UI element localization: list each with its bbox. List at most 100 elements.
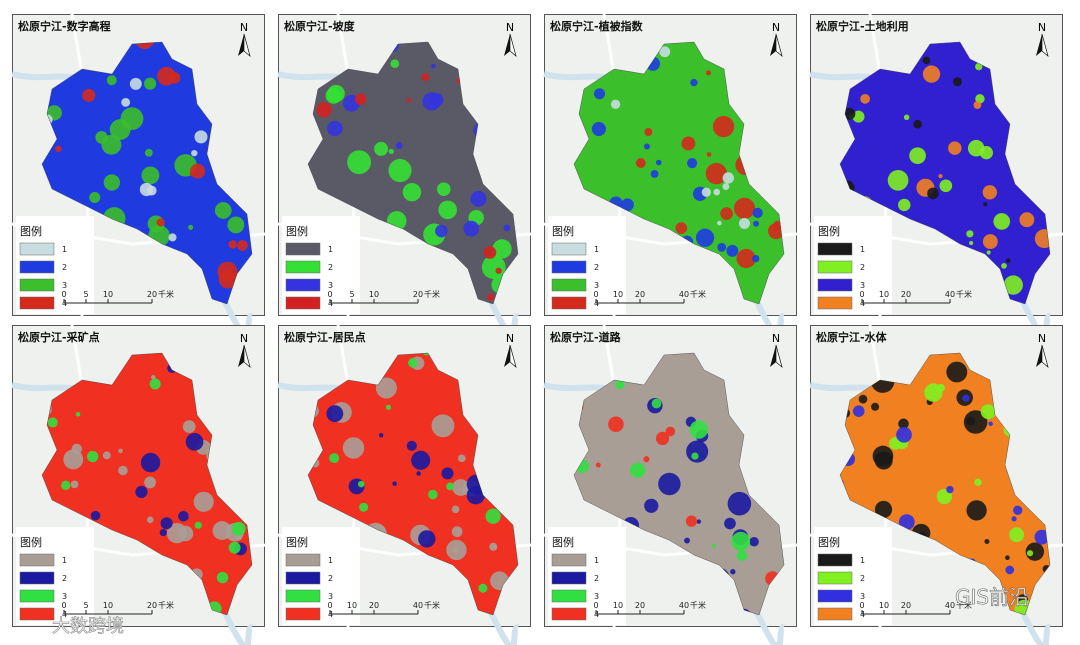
region-patch	[966, 500, 987, 521]
scale-label: 20	[635, 290, 645, 299]
region-patch	[492, 545, 497, 550]
region-patch	[385, 404, 392, 410]
region-patch	[655, 159, 662, 166]
region-patch	[146, 185, 157, 196]
legend-swatch	[551, 260, 587, 274]
legend-title: 图例	[286, 535, 308, 549]
region-patch	[193, 491, 214, 512]
region-patch	[374, 141, 389, 156]
region-patch	[713, 188, 721, 196]
region-patch	[151, 374, 156, 380]
legend-swatch	[817, 242, 853, 256]
scale-label: 0	[61, 601, 66, 610]
region-patch	[686, 440, 709, 463]
region-patch	[738, 217, 750, 229]
legend-swatch	[19, 260, 55, 274]
region-patch	[629, 462, 646, 478]
legend-label: 3	[62, 281, 67, 290]
region-patch	[470, 190, 487, 207]
region-patch	[120, 107, 144, 130]
scale-label: 40	[679, 601, 689, 610]
legend-swatch	[285, 242, 321, 256]
region-patch	[101, 134, 122, 155]
region-patch	[731, 531, 751, 551]
legend-title: 图例	[818, 224, 840, 238]
north-arrow	[504, 34, 510, 56]
region-patch	[1005, 565, 1015, 575]
region-patch	[687, 158, 698, 169]
region-patch	[1009, 527, 1025, 543]
region-outline	[307, 41, 519, 305]
region-patch	[157, 66, 176, 86]
region-patch	[478, 583, 488, 593]
region-patch	[342, 437, 365, 459]
scale-label: 20	[147, 601, 157, 610]
legend-label: 2	[328, 574, 333, 583]
region-patch	[118, 448, 123, 454]
region-patch	[492, 239, 512, 259]
legend-swatch	[817, 260, 853, 274]
region-patch	[378, 433, 384, 438]
north-arrow	[509, 33, 517, 57]
panel-title: 松原宁江-道路	[550, 330, 622, 344]
scale-label: 0	[61, 290, 66, 299]
map-panel: 松原宁江-坡度N图例1234051020千米	[277, 13, 532, 340]
legend-swatch	[551, 553, 587, 567]
scale-label: 40	[413, 601, 423, 610]
legend-title: 图例	[552, 224, 574, 238]
region-patch	[446, 539, 467, 561]
region-patch	[63, 449, 84, 470]
region-patch	[988, 421, 993, 427]
legend-title: 图例	[20, 535, 42, 549]
region-patch	[144, 148, 153, 157]
region-patch	[316, 102, 332, 118]
region-patch	[730, 569, 736, 575]
region-patch	[159, 528, 167, 537]
legend-swatch	[817, 296, 853, 310]
region-patch	[701, 187, 711, 197]
region-patch	[717, 220, 722, 226]
region-patch	[495, 267, 502, 274]
legend-title: 图例	[552, 535, 574, 549]
region-patch	[457, 454, 466, 463]
legend-title: 图例	[818, 535, 840, 549]
region-patch	[860, 93, 870, 104]
region-patch	[135, 42, 155, 50]
legend-swatch	[551, 278, 587, 292]
region-patch	[451, 526, 463, 538]
legend-swatch	[551, 242, 587, 256]
north-label: N	[506, 332, 514, 345]
region-patch	[736, 550, 748, 561]
region-patch	[354, 93, 367, 105]
region-patch	[736, 248, 756, 269]
region-patch	[726, 244, 739, 257]
legend-title: 图例	[20, 224, 42, 238]
region-patch	[898, 418, 909, 430]
region-patch	[1013, 505, 1023, 515]
region-patch	[975, 62, 983, 71]
region-patch	[411, 450, 431, 470]
legend-label: 1	[62, 556, 67, 565]
legend-label: 2	[328, 263, 333, 272]
region-patch	[913, 119, 922, 129]
region-patch	[327, 120, 343, 137]
region-patch	[216, 571, 229, 584]
region-patch	[621, 198, 634, 212]
north-label: N	[772, 332, 780, 345]
north-arrow	[1041, 344, 1049, 368]
region-patch	[659, 46, 671, 58]
legend-swatch	[817, 571, 853, 585]
region-patch	[946, 361, 968, 383]
north-arrow	[770, 345, 776, 367]
region-patch	[359, 502, 369, 512]
legend-label: 2	[860, 263, 865, 272]
region-patch	[852, 405, 865, 417]
region-patch	[185, 432, 204, 451]
legend-label: 3	[62, 592, 67, 601]
region-patch	[406, 97, 412, 103]
legend-swatch	[19, 278, 55, 292]
legend-label: 1	[860, 556, 865, 565]
region-patch	[486, 293, 495, 301]
north-arrow	[243, 33, 251, 57]
